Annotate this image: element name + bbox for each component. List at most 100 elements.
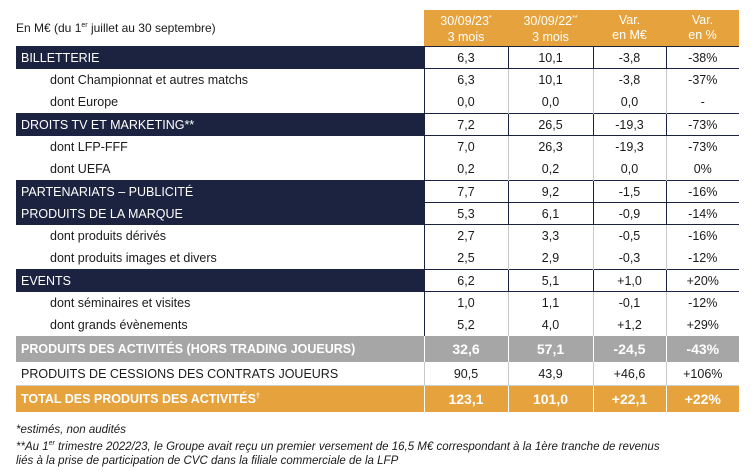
value-2023: 5,3 <box>423 202 508 225</box>
value-2022: 57,1 <box>507 336 593 362</box>
sub-row: dont Europe 0,0 0,0 0,0- <box>16 91 739 114</box>
value-var-pct: -43% <box>665 336 739 362</box>
value-var-pct: +20% <box>665 269 739 292</box>
value-var-meur: -19,3 <box>592 113 666 136</box>
value-2022: 26,3 <box>507 135 593 158</box>
value-var-pct: -14% <box>665 202 739 225</box>
value-var-meur: -0,9 <box>592 202 666 225</box>
row-label: dont séminaires et visites <box>16 291 425 314</box>
value-2022: 10,1 <box>507 46 593 69</box>
value-2022: 3,3 <box>507 224 593 247</box>
header-col-2022: 30/09/22** 3 mois <box>508 10 593 47</box>
footnotes: *estimés, non audités **Au 1er trimestre… <box>16 423 746 468</box>
row-label: BILLETTERIE <box>16 46 424 69</box>
value-2022: 6,1 <box>507 202 593 225</box>
value-2022: 43,9 <box>507 362 593 386</box>
value-var-meur: +46,6 <box>592 362 666 386</box>
value-2022: 9,2 <box>507 180 593 203</box>
value-2023: 6,2 <box>423 269 508 292</box>
category-row: BILLETTERIE 6,3 10,1 -3,8 -38% <box>16 46 739 69</box>
value-2022: 10,1 <box>507 68 593 91</box>
sub-row: dont Championnat et autres matchs 6,3 10,1… <box>16 68 739 91</box>
value-2023: 6,3 <box>423 68 508 91</box>
value-2023: 5,2 <box>423 314 508 336</box>
sub-row: dont produits dérivés 2,7 3,3 -0,5 -16% <box>16 224 739 247</box>
value-var-meur: -0,1 <box>592 291 666 314</box>
row-label: PRODUITS DE CESSIONS DES CONTRATS JOUEUR… <box>16 362 424 386</box>
value-var-meur: -3,8 <box>592 46 666 69</box>
header-caption: En M€ (du 1er juillet au 30 septembre) <box>16 21 216 35</box>
footnote-cvc: **Au 1er trimestre 2022/23, le Groupe av… <box>16 440 660 453</box>
value-var-meur: -0,5 <box>592 224 666 247</box>
sub-row: dont produits images et divers 2,5 2,9 -0,3… <box>16 247 739 270</box>
category-row: PRODUITS DE LA MARQUE 5,3 6,1 -0,9 -14% <box>16 202 739 225</box>
value-var-meur: -24,5 <box>592 336 666 362</box>
sub-row: dont LFP-FFF 7,0 26,3 -19,3 -73% <box>16 135 739 158</box>
value-2023: 7,7 <box>423 180 508 203</box>
value-2023: 7,2 <box>423 113 508 136</box>
value-var-meur: +1,0 <box>592 269 666 292</box>
value-2023: 0,2 <box>423 158 508 181</box>
value-var-pct: - <box>665 91 739 114</box>
value-var-meur: -19,3 <box>592 135 666 158</box>
category-row: DROITS TV ET MARKETING** 7,2 26,5 -19,3 -73% <box>16 113 739 136</box>
row-label: PRODUITS DES ACTIVITÉS (HORS TRADING JOU… <box>16 336 424 362</box>
row-label: dont produits dérivés <box>16 224 425 247</box>
row-label: DROITS TV ET MARKETING** <box>16 113 424 136</box>
sub-row: dont séminaires et visites 1,0 1,1 -0,1 -12% <box>16 291 739 314</box>
value-2022: 2,9 <box>507 247 593 270</box>
value-var-pct: -37% <box>665 68 739 91</box>
total-row: TOTAL DES PRODUITS DES ACTIVITÉS† 123,1 10… <box>16 385 739 412</box>
value-var-meur: +22,1 <box>592 385 666 412</box>
header-col-var-meur: Var. en M€ <box>593 10 666 47</box>
value-var-meur: -3,8 <box>592 68 666 91</box>
value-var-pct: -12% <box>665 291 739 314</box>
row-label: dont Championnat et autres matchs <box>16 68 425 91</box>
cessions-row: PRODUITS DE CESSIONS DES CONTRATS JOUEUR… <box>16 362 739 386</box>
value-2023: 123,1 <box>423 385 508 412</box>
header-col-2023: 30/09/23* 3 mois <box>424 10 508 47</box>
row-label: dont produits images et divers <box>16 247 425 270</box>
row-label: TOTAL DES PRODUITS DES ACTIVITÉS† <box>16 385 424 412</box>
summary-row: PRODUITS DES ACTIVITÉS (HORS TRADING JOU… <box>16 336 739 362</box>
value-2023: 90,5 <box>423 362 508 386</box>
value-var-pct: -38% <box>665 46 739 69</box>
value-var-pct: +29% <box>665 314 739 336</box>
table-header-row: En M€ (du 1er juillet au 30 septembre) 3… <box>16 10 739 47</box>
row-label: PRODUITS DE LA MARQUE <box>16 202 424 225</box>
value-2022: 1,1 <box>507 291 593 314</box>
row-label: EVENTS <box>16 269 424 292</box>
value-2022: 0,2 <box>507 158 593 181</box>
value-var-pct: +106% <box>665 362 739 386</box>
value-var-meur: 0,0 <box>592 91 666 114</box>
value-var-pct: -16% <box>665 224 739 247</box>
value-var-pct: +22% <box>665 385 739 412</box>
value-var-pct: -12% <box>665 247 739 270</box>
value-2023: 7,0 <box>423 135 508 158</box>
value-var-meur: +1,2 <box>592 314 666 336</box>
value-2023: 2,7 <box>423 224 508 247</box>
value-2022: 4,0 <box>507 314 593 336</box>
value-var-pct: -16% <box>665 180 739 203</box>
value-2022: 5,1 <box>507 269 593 292</box>
value-var-meur: 0,0 <box>592 158 666 181</box>
category-row: PARTENARIATS – PUBLICITÉ 7,7 9,2 -1,5 -16% <box>16 180 739 203</box>
value-var-pct: 0% <box>665 158 739 181</box>
header-col-var-pct: Var. en % <box>666 10 739 47</box>
value-2023: 0,0 <box>423 91 508 114</box>
value-2023: 1,0 <box>423 291 508 314</box>
value-2023: 2,5 <box>423 247 508 270</box>
revenue-table: En M€ (du 1er juillet au 30 septembre) 3… <box>16 10 739 412</box>
value-var-pct: -73% <box>665 135 739 158</box>
value-2022: 26,5 <box>507 113 593 136</box>
value-2023: 6,3 <box>423 46 508 69</box>
row-label: dont UEFA <box>16 158 425 181</box>
value-var-meur: -0,3 <box>592 247 666 270</box>
row-label: dont grands évènements <box>16 314 425 336</box>
sub-row: dont grands évènements 5,2 4,0 +1,2 +29% <box>16 314 739 336</box>
sub-row: dont UEFA 0,2 0,2 0,0 0% <box>16 158 739 181</box>
footnote-cvc-cont: liés à la prise de participation de CVC … <box>16 454 399 467</box>
category-row: EVENTS 6,2 5,1 +1,0 +20% <box>16 269 739 292</box>
value-2022: 101,0 <box>507 385 593 412</box>
value-2022: 0,0 <box>507 91 593 114</box>
